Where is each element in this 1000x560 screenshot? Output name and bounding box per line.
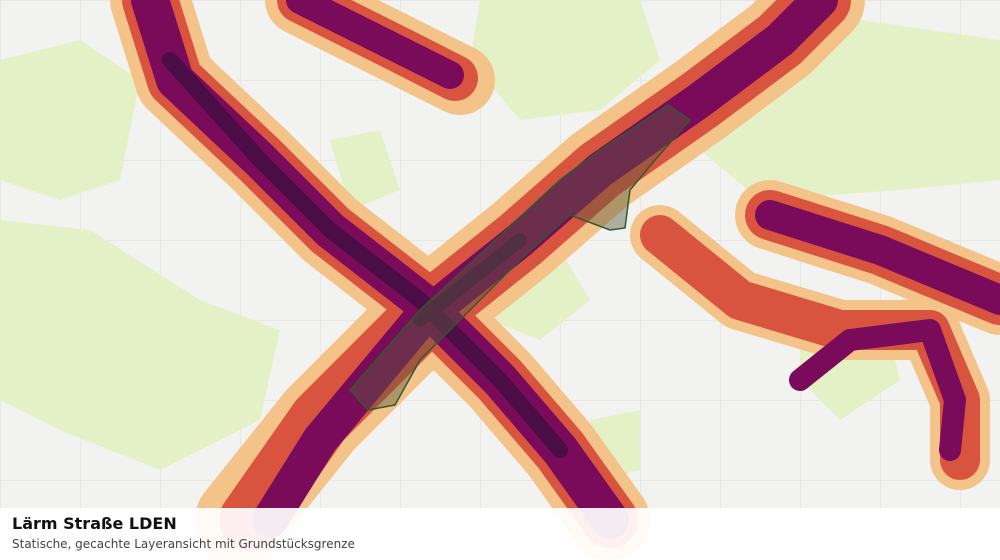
layer-title: Lärm Straße LDEN — [12, 514, 177, 533]
layer-subtitle: Statische, gecachte Layeransicht mit Gru… — [12, 537, 355, 551]
caption: Lärm Straße LDEN Statische, gecachte Lay… — [0, 508, 1000, 560]
parcel-boundary — [348, 104, 692, 411]
noise-bands — [110, 0, 1000, 560]
